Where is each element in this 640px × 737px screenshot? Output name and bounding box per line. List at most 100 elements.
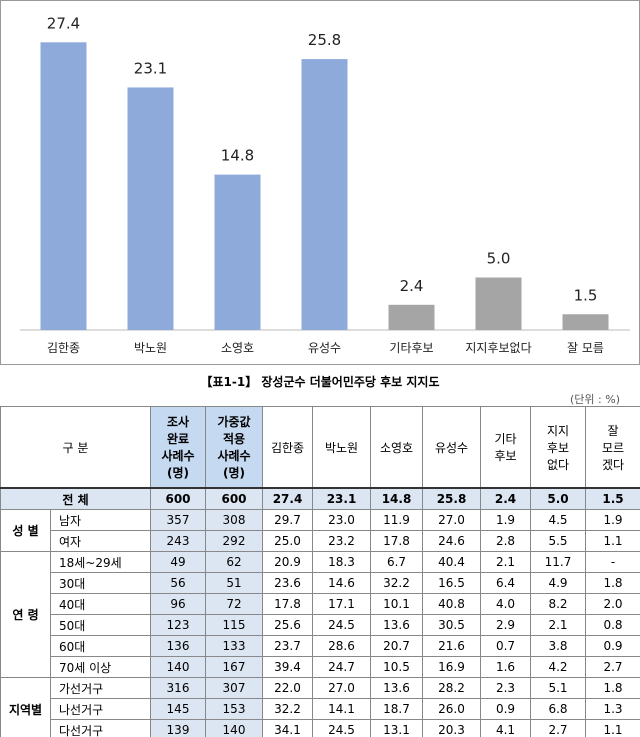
cell: 24.6: [422, 530, 481, 552]
cell: 1.6: [480, 656, 531, 678]
value-label: 27.4: [47, 14, 80, 32]
cell: 23.6: [262, 572, 313, 594]
cell: 6.7: [370, 551, 423, 573]
cell: 1.9: [585, 509, 640, 531]
cell: 14.1: [312, 698, 371, 720]
cell: 1.9: [480, 509, 531, 531]
header-cell: 조사 완료 사례수 (명): [150, 406, 206, 489]
cell: 72: [205, 593, 263, 615]
cell: 0.9: [585, 635, 640, 657]
cell: 30.5: [422, 614, 481, 636]
cell: 16.5: [422, 572, 481, 594]
cell: 25.0: [262, 530, 313, 552]
cell: 0.9: [480, 698, 531, 720]
table-row: 40대 96 72 17.8 17.1 10.1 40.8 4.0 8.2 2.0: [1, 593, 640, 615]
value-label: 14.8: [221, 147, 254, 165]
cell: 316: [150, 677, 206, 699]
cell: 123: [150, 614, 206, 636]
cell: 27.0: [312, 677, 371, 699]
cell: 14.8: [370, 487, 423, 510]
cell: 2.1: [530, 614, 586, 636]
header-cell: 가중값 적용 사례수 (명): [205, 406, 263, 489]
cell: 16.9: [422, 656, 481, 678]
table-row: 30대 56 51 23.6 14.6 32.2 16.5 6.4 4.9 1.8: [1, 572, 640, 594]
cell: 4.0: [480, 593, 531, 615]
cell: 5.0: [530, 487, 586, 510]
table: 구 분 조사 완료 사례수 (명) 가중값 적용 사례수 (명) 김한종 박노원 소영호 유…: [0, 406, 640, 737]
cell: 56: [150, 572, 206, 594]
cell: 1.3: [585, 698, 640, 720]
cell: 17.8: [370, 530, 423, 552]
cell: 140: [150, 656, 206, 678]
cell: 27.0: [422, 509, 481, 531]
cell: 3.8: [530, 635, 586, 657]
cell: 308: [205, 509, 263, 531]
bar: [562, 314, 609, 330]
cell: 96: [150, 593, 206, 615]
cell: 2.3: [480, 677, 531, 699]
cell: 140: [205, 719, 263, 737]
cell: 27.4: [262, 487, 313, 510]
table-row: 성 별 남자 357 308 29.7 23.0 11.9 27.0 1.9 4.5 1.9: [0, 509, 640, 552]
cell: 1.1: [585, 530, 640, 552]
cell: 2.8: [480, 530, 531, 552]
cell: 11.7: [530, 551, 586, 573]
table-row: 50대 123 115 25.6 24.5 13.6 30.5 2.9 2.1 0.8: [1, 614, 640, 636]
cell: 1.8: [585, 677, 640, 699]
table-row: 여자 243 292 25.0 23.2 17.8 24.6 2.8 5.5 1.1: [1, 530, 640, 552]
cell: 133: [205, 635, 263, 657]
cell: 24.5: [312, 614, 371, 636]
x-tick-label: 김한종: [47, 341, 80, 355]
table-title: 【표1-1】 장성군수 더불어민주당 후보 지지도: [200, 375, 440, 389]
row-label: 70세 이상: [50, 656, 151, 678]
cell: 24.7: [312, 656, 371, 678]
cell: 1.1: [585, 719, 640, 737]
header-cell: 김한종: [262, 406, 313, 489]
cell: 23.0: [312, 509, 371, 531]
cell: 40.4: [422, 551, 481, 573]
cell: 51: [205, 572, 263, 594]
unit-label: (단위 : %): [570, 393, 620, 406]
value-label: 2.4: [400, 277, 424, 295]
cell: 357: [150, 509, 206, 531]
cell: 17.1: [312, 593, 371, 615]
cell: 167: [205, 656, 263, 678]
cell: 307: [205, 677, 263, 699]
x-tick-label: 기타후보: [389, 341, 433, 355]
table-row: 지역별 가선거구 316 307 22.0 27.0 13.6 28.2 2.3 5.1 1.8: [0, 677, 640, 737]
group-label: 연 령: [0, 551, 51, 678]
cell: 24.5: [312, 719, 371, 737]
bar: [301, 59, 348, 330]
cell: 139: [150, 719, 206, 737]
cell: 243: [150, 530, 206, 552]
x-tick-label: 소영호: [221, 341, 254, 355]
x-tick-label: 박노원: [134, 341, 167, 355]
header-cell: 구 분: [0, 406, 151, 489]
x-tick-label: 잘 모름: [567, 341, 604, 355]
table-row: 60대 136 133 23.7 28.6 20.7 21.6 0.7 3.8 0.9: [1, 635, 640, 657]
bar: [127, 87, 174, 330]
cell: 39.4: [262, 656, 313, 678]
row-label: 다선거구: [50, 719, 151, 737]
group-label: 지역별: [0, 677, 51, 737]
cell: 21.6: [422, 635, 481, 657]
cell: 10.5: [370, 656, 423, 678]
cell: 25.6: [262, 614, 313, 636]
cell: 22.0: [262, 677, 313, 699]
cell: 18.7: [370, 698, 423, 720]
cell: 40.8: [422, 593, 481, 615]
cell: 0.7: [480, 635, 531, 657]
row-label: 나선거구: [50, 698, 151, 720]
cell: 2.4: [480, 487, 531, 510]
cell: 11.9: [370, 509, 423, 531]
cell: 49: [150, 551, 206, 573]
cell: 2.1: [480, 551, 531, 573]
cell: 13.6: [370, 614, 423, 636]
value-label: 5.0: [487, 250, 511, 268]
cell: 136: [150, 635, 206, 657]
value-label: 25.8: [308, 31, 341, 49]
row-label: 여자: [50, 530, 151, 552]
value-label: 23.1: [134, 59, 167, 77]
cell: 5.5: [530, 530, 586, 552]
cell: 2.7: [585, 656, 640, 678]
